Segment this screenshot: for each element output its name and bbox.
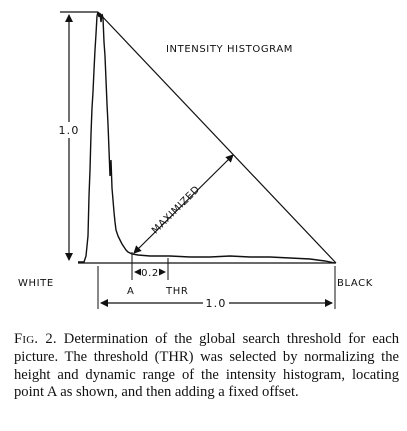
caption-figure-label: FIG. 2. [14,331,57,347]
histogram-curve [78,11,336,264]
chart-title: INTENSITY HISTOGRAM [166,44,293,55]
maximized-arrow [133,154,234,254]
caption-text: Determination of the global search thres… [14,331,400,400]
histogram-figure: MAXIMIZED 1.0 INTENSITY HISTOGRAM WHITE … [18,11,373,310]
normalizing-line [97,11,337,264]
offset-label: 0.2 [141,268,159,279]
thr-label: THR [165,286,188,297]
maximized-label: MAXIMIZED [150,184,202,236]
black-label: BLACK [337,278,373,289]
height-label: 1.0 [58,124,79,137]
range-label: 1.0 [205,297,226,310]
figure-caption: FIG. 2. Determination of the global sear… [14,331,399,401]
white-label: WHITE [18,278,54,289]
point-a-label: A [127,286,134,297]
